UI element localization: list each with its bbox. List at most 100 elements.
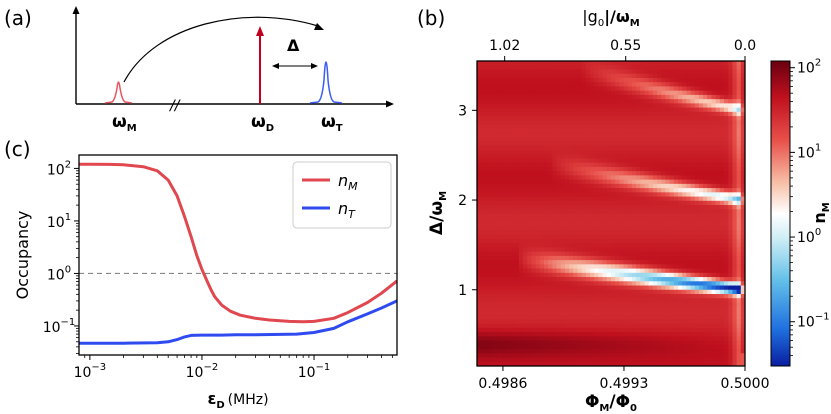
heatmap-cell <box>514 243 520 248</box>
heatmap-cell <box>523 327 528 333</box>
heatmap-cell <box>724 289 729 295</box>
heatmap-cell <box>669 217 675 223</box>
heatmap-cell <box>665 268 671 274</box>
heatmap-cell <box>573 298 579 304</box>
heatmap-cell <box>477 251 482 257</box>
heatmap-cell <box>707 268 713 274</box>
heatmap-cell <box>694 128 700 134</box>
heatmap-cell <box>665 82 671 88</box>
heatmap-cell <box>636 179 641 185</box>
heatmap-cell <box>552 120 558 126</box>
heatmap-cell <box>690 217 696 223</box>
heatmap-cell <box>477 162 482 168</box>
heatmap-cell <box>502 255 507 261</box>
heatmap-cell <box>652 289 658 295</box>
heatmap-cell <box>477 226 482 232</box>
heatmap-cell <box>514 145 520 151</box>
heatmap-cell <box>493 65 499 71</box>
heatmap-cell <box>594 200 600 206</box>
heatmap-cell <box>581 234 587 240</box>
heatmap-cell <box>556 221 562 227</box>
heatmap-cell <box>539 175 545 181</box>
heatmap-cell <box>598 336 604 342</box>
heatmap-cell <box>611 327 616 333</box>
heatmap-cell <box>523 340 528 346</box>
colorbar <box>770 60 791 367</box>
heatmap-cell <box>631 327 637 333</box>
heatmap-cell <box>552 171 558 176</box>
heatmap-cell <box>724 188 729 193</box>
heatmap-cell <box>577 260 583 265</box>
heatmap-cell <box>678 124 683 130</box>
heatmap-cell <box>732 162 738 168</box>
heatmap-cell <box>531 196 537 202</box>
heatmap-cell <box>736 226 742 232</box>
heatmap-cell <box>619 251 625 257</box>
heatmap-cell <box>644 162 650 168</box>
heatmap-cell <box>698 94 704 100</box>
heatmap-cell <box>552 260 558 265</box>
heatmap-cell <box>732 315 738 321</box>
heatmap-cell <box>669 213 675 219</box>
heatmap-cell <box>719 137 725 143</box>
heatmap-cell <box>502 107 507 113</box>
heatmap-cell <box>728 243 734 248</box>
heatmap-cell <box>489 94 495 100</box>
heatmap-cell <box>698 238 704 244</box>
heatmap-cell <box>481 221 486 227</box>
heatmap-cell <box>719 90 725 96</box>
heatmap-cell <box>728 230 734 236</box>
heatmap-cell <box>497 107 503 113</box>
heatmap-cell <box>640 340 646 346</box>
heatmap-cell <box>615 226 620 232</box>
heatmap-cell <box>477 171 482 176</box>
heatmap-cell <box>564 213 570 219</box>
heatmap-cell <box>657 99 662 104</box>
heatmap-cell <box>682 302 687 308</box>
heatmap-cell <box>690 349 696 354</box>
panel-label-b: (b) <box>417 6 445 30</box>
heatmap-cell <box>535 213 541 219</box>
heatmap-cell <box>564 277 570 282</box>
heatmap-cell <box>481 69 486 75</box>
heatmap-cell <box>573 315 579 321</box>
heatmap-cell <box>740 111 745 117</box>
heatmap-cell <box>648 306 654 312</box>
heatmap-cell <box>581 319 587 325</box>
heatmap-cell <box>564 94 570 100</box>
heatmap-cell <box>619 192 625 198</box>
heatmap-cell <box>552 116 558 121</box>
heatmap-cell <box>535 306 541 312</box>
heatmap-cell <box>686 209 692 215</box>
heatmap-cell <box>535 120 541 126</box>
heatmap-cell <box>531 183 537 189</box>
heatmap-cell <box>590 327 595 333</box>
x-tick-label: 10−3 <box>74 362 107 381</box>
heatmap-cell <box>682 260 687 265</box>
heatmap-cell <box>627 353 633 359</box>
heatmap-cell <box>485 344 491 350</box>
heatmap-cell <box>631 124 637 130</box>
heatmap-cell <box>502 302 507 308</box>
heatmap-cell <box>694 268 700 274</box>
heatmap-cell <box>577 217 583 223</box>
heatmap-cell <box>678 158 683 164</box>
heatmap-cell <box>544 154 549 160</box>
heatmap-cell <box>489 111 495 117</box>
heatmap-cell <box>573 336 579 342</box>
heatmap-cell <box>573 302 579 308</box>
heatmap-cell <box>690 200 696 206</box>
heatmap-cell <box>489 272 495 278</box>
heatmap-cell <box>514 285 520 291</box>
heatmap-cell <box>506 251 512 257</box>
heatmap-cell <box>489 192 495 198</box>
heatmap-cell <box>715 99 721 104</box>
heatmap-cell <box>615 183 620 189</box>
heatmap-cell <box>627 145 633 151</box>
heatmap-cell <box>703 361 708 366</box>
heatmap-cell <box>569 213 574 219</box>
heatmap-cell <box>598 264 604 270</box>
heatmap-cell <box>485 319 491 325</box>
heatmap-cell <box>698 277 704 282</box>
heatmap-cell <box>686 116 692 121</box>
